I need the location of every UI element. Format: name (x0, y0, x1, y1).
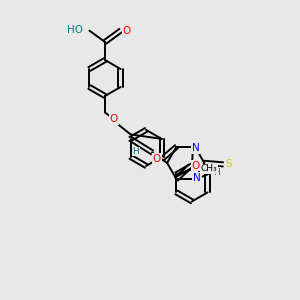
Text: O: O (110, 114, 118, 124)
Text: CH₃: CH₃ (201, 164, 217, 173)
Text: N: N (192, 143, 200, 153)
Text: H: H (214, 168, 220, 177)
Text: O: O (153, 154, 161, 164)
Text: H: H (133, 147, 139, 156)
Text: O: O (191, 161, 200, 171)
Text: S: S (226, 159, 232, 170)
Text: O: O (122, 26, 131, 36)
Text: N: N (193, 172, 201, 182)
Text: HO: HO (67, 25, 83, 35)
